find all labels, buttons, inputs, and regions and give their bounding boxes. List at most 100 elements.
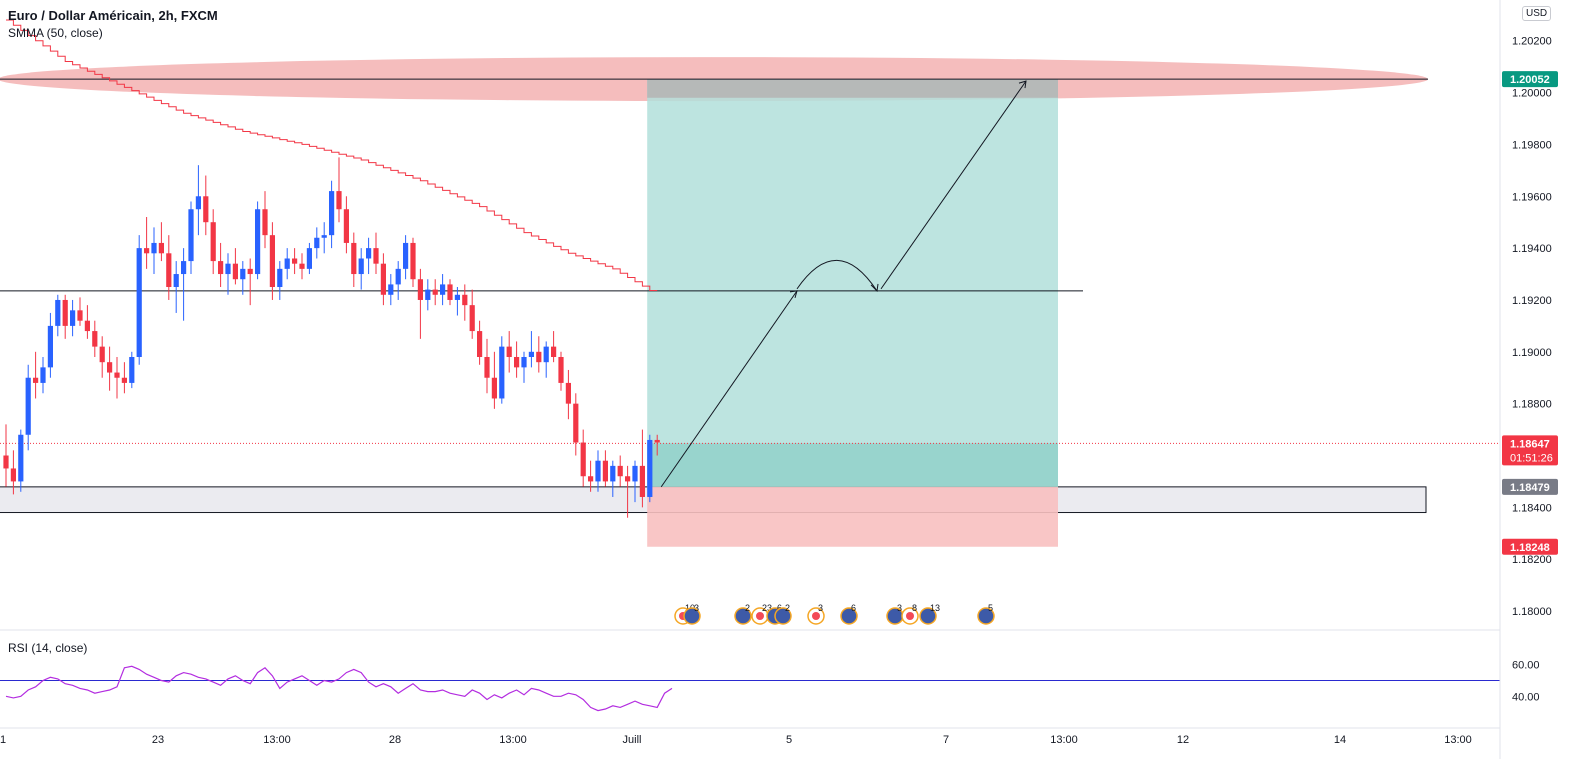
candle[interactable] — [588, 460, 594, 492]
candle[interactable] — [166, 235, 172, 300]
candle[interactable] — [144, 217, 150, 269]
candle[interactable] — [521, 351, 527, 383]
candle[interactable] — [129, 351, 135, 389]
candle[interactable] — [284, 248, 290, 280]
rsi-legend[interactable]: RSI (14, close) — [8, 641, 88, 655]
candle[interactable] — [617, 455, 623, 487]
candle[interactable] — [595, 450, 601, 492]
candle[interactable] — [210, 209, 216, 275]
candle[interactable] — [136, 235, 142, 365]
target-zone[interactable] — [647, 79, 1058, 487]
candle[interactable] — [247, 258, 253, 306]
economic-event-icon[interactable]: 2 — [774, 603, 792, 625]
candle[interactable] — [632, 460, 638, 503]
candle[interactable] — [351, 232, 357, 288]
candle[interactable] — [3, 424, 9, 487]
candle[interactable] — [173, 261, 179, 313]
candle[interactable] — [158, 222, 164, 262]
candle[interactable] — [114, 356, 120, 399]
candle[interactable] — [647, 434, 653, 503]
candle[interactable] — [602, 450, 608, 487]
economic-event-icon[interactable]: 8 — [901, 603, 919, 625]
economic-event-icon[interactable]: 3 — [886, 603, 904, 625]
candle[interactable] — [25, 364, 31, 451]
economic-event-icon[interactable]: 23 — [751, 603, 772, 625]
candle[interactable] — [343, 196, 349, 254]
candle[interactable] — [395, 261, 401, 300]
candle[interactable] — [321, 222, 327, 254]
candle[interactable] — [55, 294, 61, 337]
candle[interactable] — [151, 227, 157, 275]
entry-price-badge[interactable]: 1.18479 — [1502, 478, 1558, 495]
candle[interactable] — [580, 429, 586, 487]
candle[interactable] — [403, 235, 409, 280]
candle[interactable] — [188, 201, 194, 275]
candle[interactable] — [610, 460, 616, 497]
candle[interactable] — [62, 294, 68, 339]
projection-arrow-target[interactable] — [880, 80, 1027, 290]
candle[interactable] — [477, 320, 483, 365]
stop-price-badge[interactable]: 1.18248 — [1502, 538, 1558, 555]
candle[interactable] — [462, 284, 468, 321]
candle[interactable] — [77, 297, 83, 326]
projection-curve[interactable] — [796, 259, 878, 292]
candle[interactable] — [181, 248, 187, 321]
candle[interactable] — [306, 242, 312, 275]
candle[interactable] — [240, 261, 246, 295]
candle[interactable] — [491, 351, 497, 409]
symbol-title[interactable]: Euro / Dollar Américain, 2h, FXCM — [8, 8, 218, 23]
candle[interactable] — [484, 338, 490, 394]
candle[interactable] — [499, 336, 505, 404]
candle[interactable] — [121, 362, 127, 394]
candle[interactable] — [366, 237, 372, 275]
candle[interactable] — [269, 222, 275, 300]
candle[interactable] — [410, 237, 416, 288]
candle[interactable] — [92, 320, 98, 357]
candle[interactable] — [33, 351, 39, 399]
indicator-legend[interactable]: SMMA (50, close) — [8, 26, 103, 40]
candle[interactable] — [10, 450, 16, 495]
economic-event-icon[interactable]: 6 — [840, 603, 858, 625]
candle[interactable] — [70, 299, 76, 337]
candle[interactable] — [440, 274, 446, 306]
candle[interactable] — [99, 336, 105, 378]
candle[interactable] — [232, 248, 238, 285]
candle[interactable] — [536, 336, 542, 373]
candle[interactable] — [195, 165, 201, 236]
candle[interactable] — [292, 248, 298, 275]
economic-event-icon[interactable]: 13 — [919, 603, 940, 625]
candle[interactable] — [107, 346, 113, 391]
candle[interactable] — [203, 175, 209, 236]
projection-arrow-up[interactable] — [660, 290, 798, 488]
candle[interactable] — [558, 351, 564, 391]
candle[interactable] — [18, 429, 24, 492]
economic-event-icon[interactable]: 3 — [683, 603, 701, 625]
target-price-badge[interactable]: 1.20052 — [1502, 71, 1558, 88]
candle[interactable] — [388, 274, 394, 306]
candle[interactable] — [314, 227, 320, 259]
candle[interactable] — [40, 356, 46, 394]
candle[interactable] — [506, 331, 512, 373]
candle[interactable] — [573, 393, 579, 456]
economic-event-icon[interactable]: 3 — [807, 603, 825, 625]
rsi-line[interactable] — [5, 665, 673, 712]
candle[interactable] — [469, 289, 475, 339]
economic-event-icon[interactable]: 5 — [977, 603, 995, 625]
candle[interactable] — [625, 465, 631, 518]
currency-selector[interactable]: USD — [1522, 6, 1552, 21]
candle[interactable] — [454, 287, 460, 316]
candle[interactable] — [565, 369, 571, 420]
candle[interactable] — [255, 201, 261, 280]
candle[interactable] — [225, 253, 231, 295]
current-price-badge[interactable]: 1.18647 01:51:26 — [1502, 435, 1558, 466]
candle[interactable] — [528, 331, 534, 368]
candle[interactable] — [358, 248, 364, 290]
candle[interactable] — [425, 279, 431, 311]
candle[interactable] — [447, 279, 453, 306]
candle[interactable] — [639, 429, 645, 508]
economic-event-icon[interactable]: 2 — [734, 603, 752, 625]
candle[interactable] — [654, 434, 660, 456]
candle[interactable] — [84, 305, 90, 339]
candle[interactable] — [218, 242, 224, 288]
